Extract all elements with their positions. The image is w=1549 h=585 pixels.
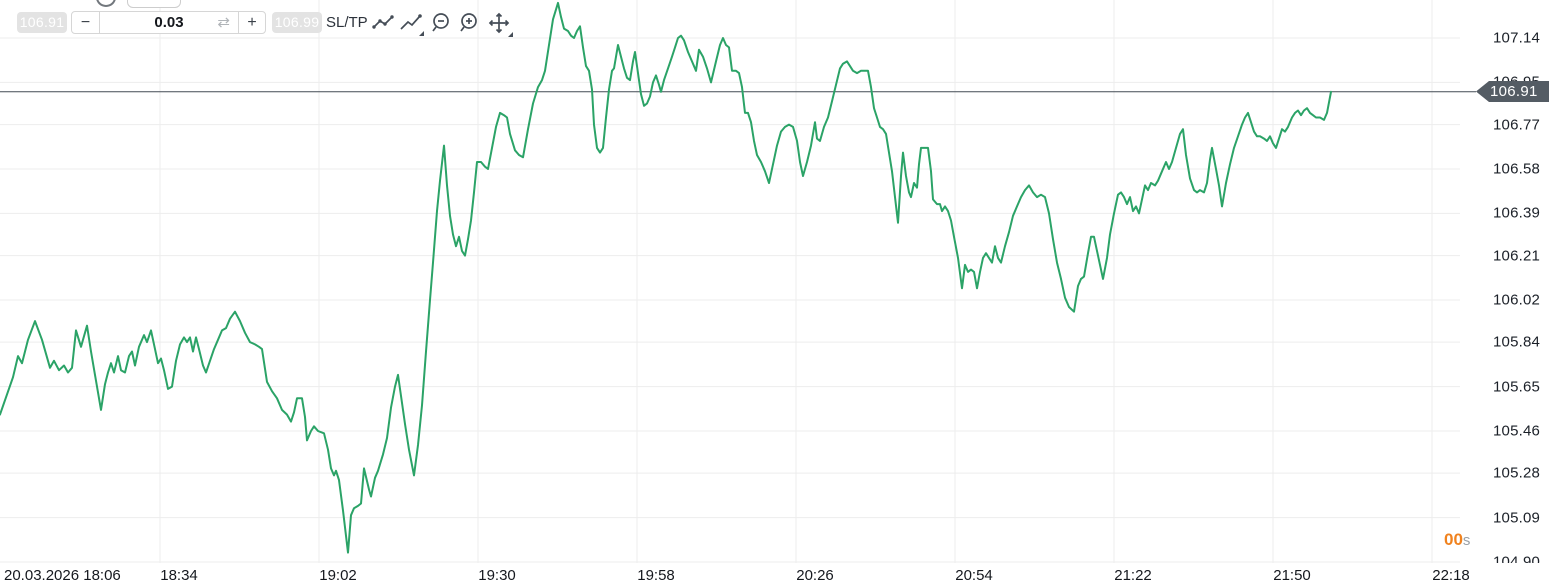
pan-move-icon[interactable] xyxy=(487,11,513,37)
time-axis-label: 21:22 xyxy=(1114,567,1152,584)
cut-off-field-fragment xyxy=(127,0,181,8)
swap-units-icon[interactable]: ⇄ xyxy=(217,14,230,31)
stepper-increment-button[interactable]: + xyxy=(238,12,265,33)
price-axis-label: 105.09 xyxy=(1493,509,1541,527)
time-axis-label: 19:58 xyxy=(637,567,675,584)
time-axis-label: 20:26 xyxy=(796,567,834,584)
price-axis-label: 106.21 xyxy=(1493,247,1541,265)
time-axis-label: 20.03.2026 18:06 xyxy=(4,567,121,584)
price-line-series xyxy=(0,1,1332,554)
price-axis-label: 105.65 xyxy=(1493,378,1541,396)
time-axis-label: 19:02 xyxy=(319,567,357,584)
stepper-decrement-button[interactable]: − xyxy=(72,12,100,33)
current-price-tag: 106.91 xyxy=(1476,81,1549,102)
time-axis-label: 18:34 xyxy=(160,567,198,584)
price-axis-label: 106.58 xyxy=(1493,160,1541,178)
time-axis-label: 22:18 xyxy=(1432,567,1470,584)
price-axis-label: 105.46 xyxy=(1493,422,1541,440)
countdown-unit: s xyxy=(1462,532,1471,549)
trend-line-icon[interactable] xyxy=(399,11,424,36)
time-axis-label: 21:50 xyxy=(1273,567,1311,584)
zoom-out-icon[interactable] xyxy=(430,11,454,35)
volume-stepper[interactable]: − 0.03 ⇄ + xyxy=(71,11,266,34)
candle-countdown: 00s xyxy=(1444,530,1470,550)
time-axis-label: 19:30 xyxy=(478,567,516,584)
countdown-seconds: 00 xyxy=(1444,530,1463,549)
price-axis-label: 106.02 xyxy=(1493,291,1541,309)
sell-price-button[interactable]: 106.91 xyxy=(17,12,67,33)
stepper-value-field[interactable]: 0.03 ⇄ xyxy=(100,12,238,33)
stepper-value: 0.03 xyxy=(154,14,184,31)
zoom-in-icon[interactable] xyxy=(458,11,482,35)
price-axis-label: 106.77 xyxy=(1493,116,1541,134)
time-axis[interactable]: 20.03.2026 18:06 18:34 19:02 19:30 19:58 20:2… xyxy=(0,563,1549,585)
price-axis-label: 105.28 xyxy=(1493,464,1541,482)
price-axis-label: 106.39 xyxy=(1493,204,1541,222)
buy-price-button[interactable]: 106.99 xyxy=(272,12,322,33)
time-axis-label: 20:54 xyxy=(955,567,993,584)
price-axis-label: 105.84 xyxy=(1493,333,1541,351)
price-axis-label: 107.14 xyxy=(1493,29,1541,47)
sltp-button[interactable]: SL/TP xyxy=(326,14,368,31)
line-chart-with-markers-icon[interactable] xyxy=(371,11,395,35)
